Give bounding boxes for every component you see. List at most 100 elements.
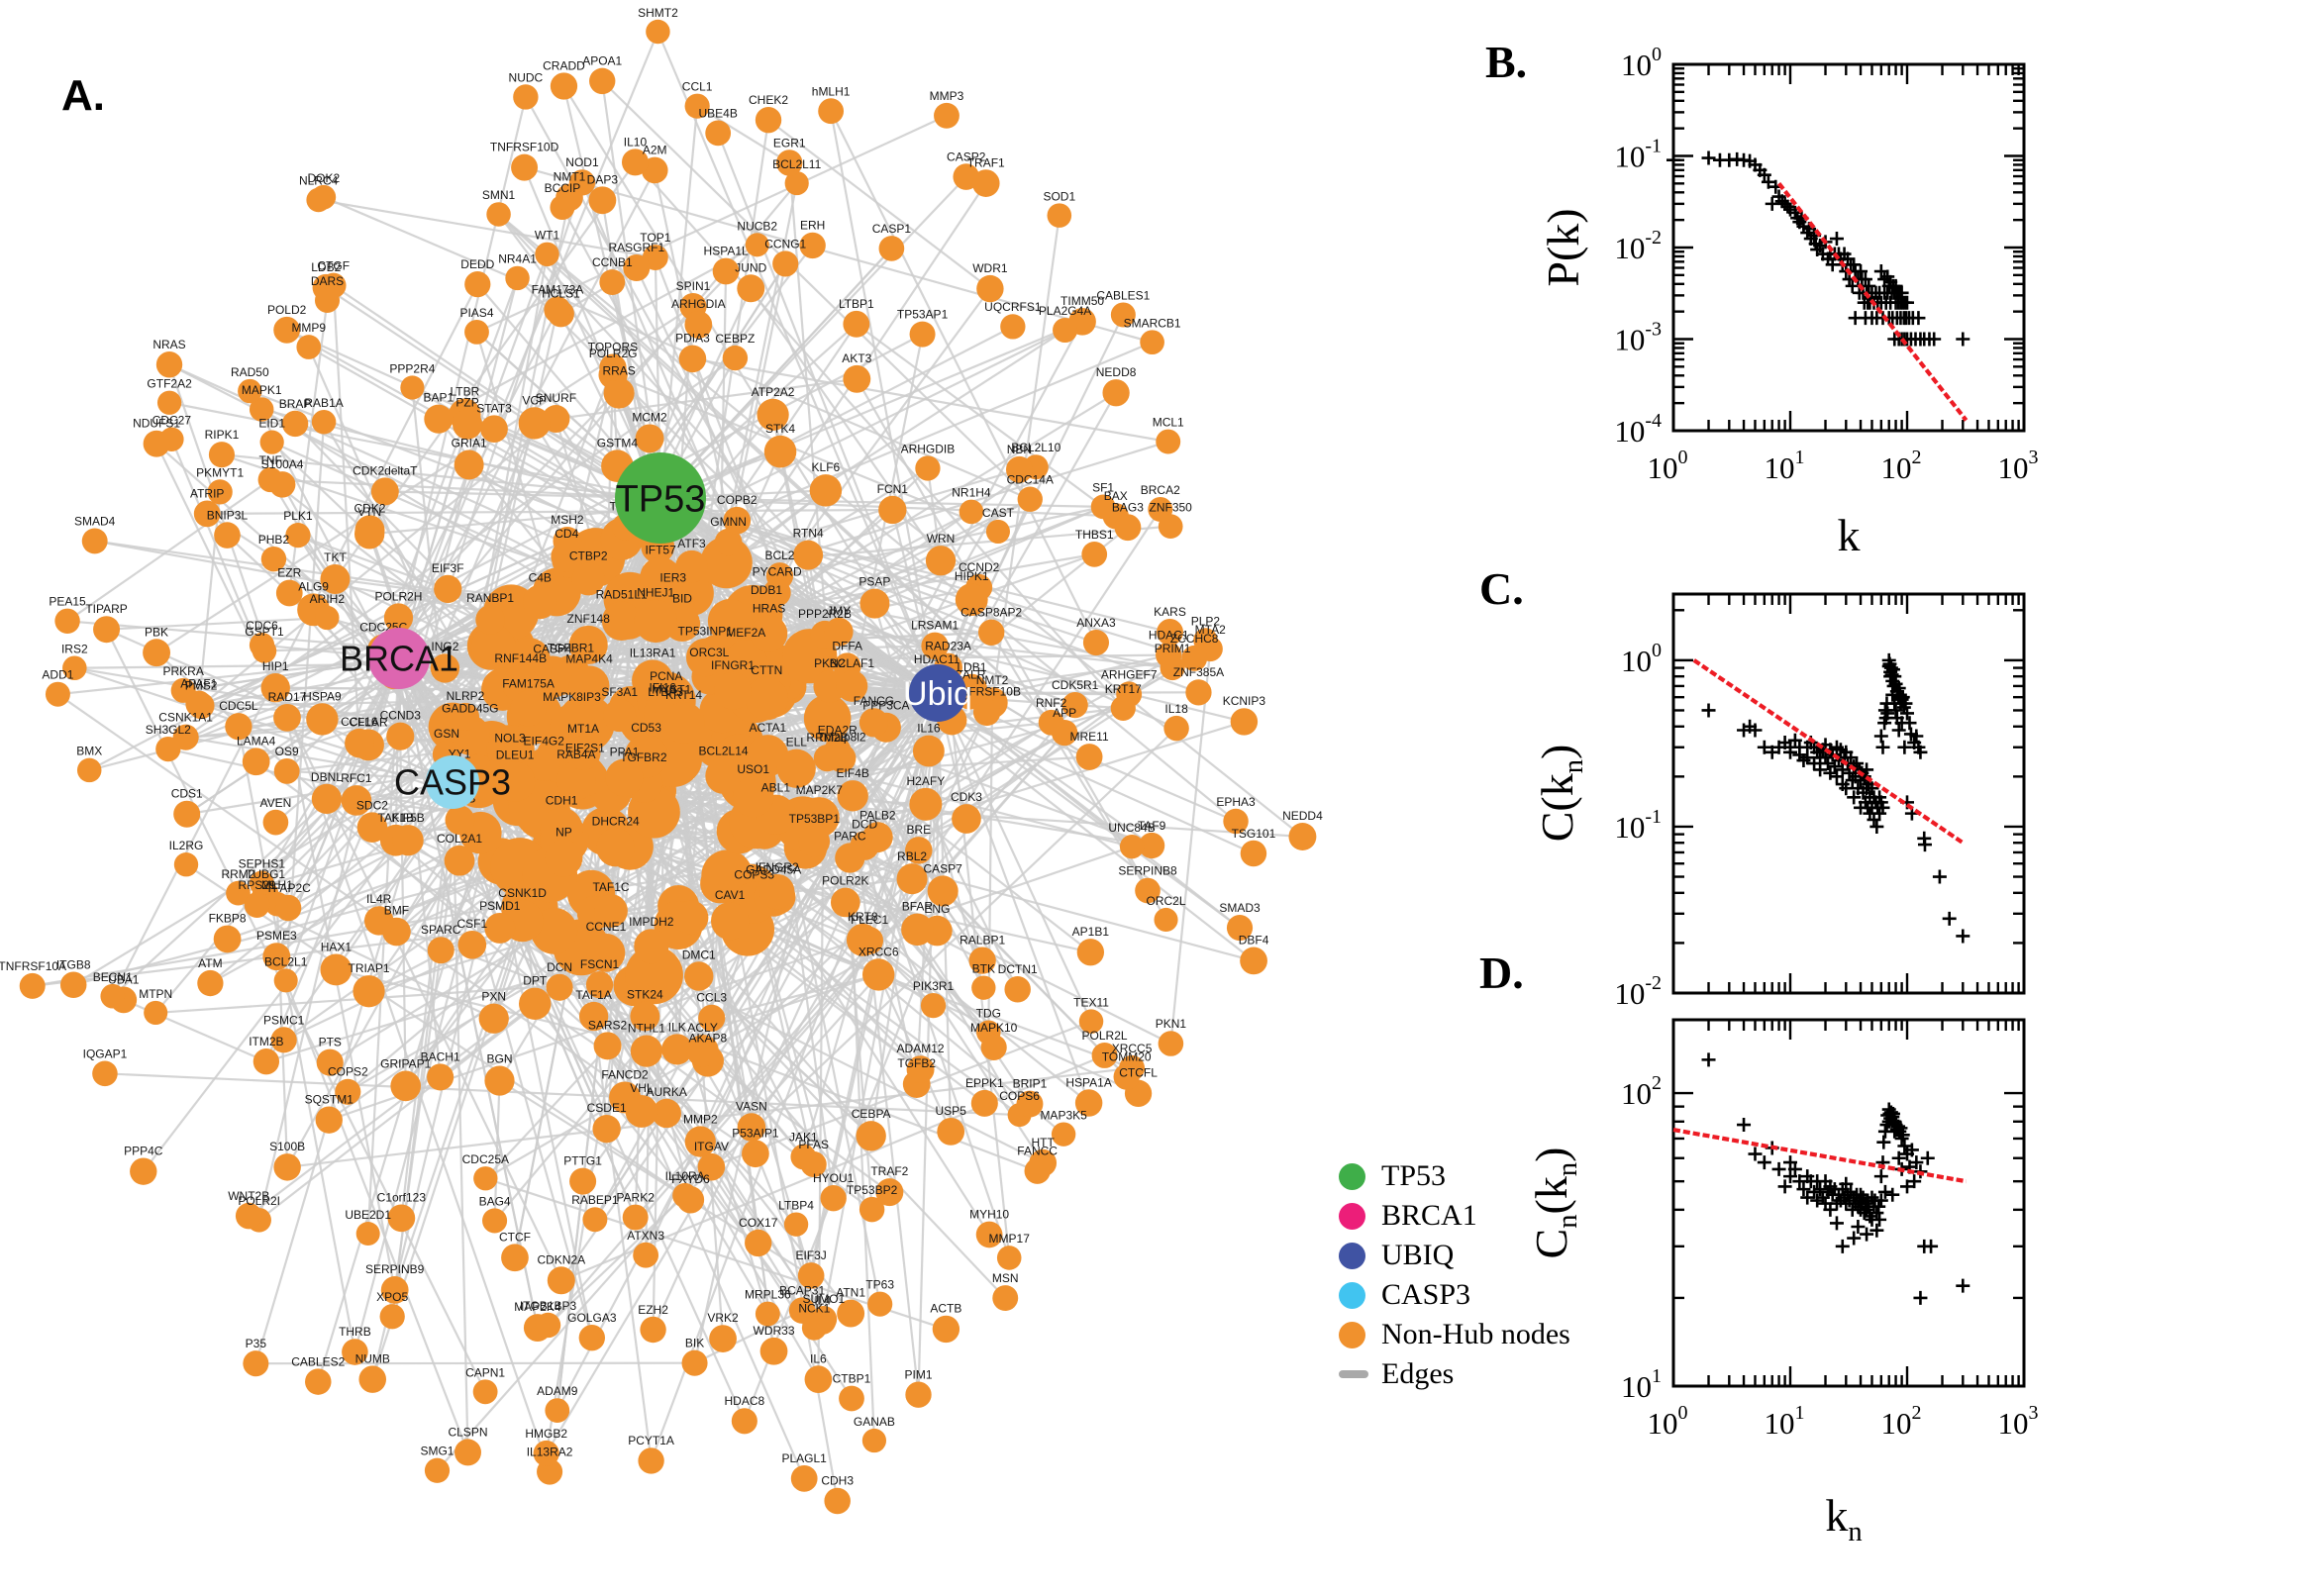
node-label: CABLES1 [1096, 288, 1150, 302]
network-node [835, 843, 865, 873]
network-node [630, 1001, 660, 1032]
node-label: NUDC [509, 70, 544, 84]
node-label: HDAC8 [725, 1394, 765, 1408]
network-node [1000, 314, 1026, 340]
hub-label-casp3: CASP3 [394, 762, 511, 803]
network-node [527, 748, 560, 781]
node-label: CFLAR [349, 715, 388, 729]
node-label: CCNB1 [592, 255, 633, 269]
network-node [621, 149, 649, 176]
network-node [1230, 708, 1259, 736]
network-node [494, 761, 536, 802]
panel-b-label: B. [1485, 37, 1528, 87]
node-label: MSH2 [551, 513, 584, 527]
network-node [912, 735, 945, 767]
network-node [518, 407, 551, 440]
node-label: JAK1 [789, 1131, 818, 1145]
network-node [638, 1447, 664, 1474]
node-label: IL10RA [665, 1169, 705, 1183]
node-label: PIM1 [905, 1368, 933, 1382]
network-node [480, 415, 508, 444]
filler-node [625, 946, 683, 1005]
node-label: TP63 [865, 1278, 894, 1292]
node-label: CDH3 [821, 1474, 854, 1488]
network-node [296, 335, 322, 359]
tick-label: 102 [1621, 1072, 1662, 1111]
hub-label-tp53: TP53 [616, 478, 706, 520]
node-label: BCL2 [764, 549, 794, 562]
node-label: ATXN3 [627, 1229, 664, 1243]
network-node [588, 186, 617, 215]
node-label: APAF1 [180, 677, 217, 691]
network-node [783, 1212, 809, 1237]
node-label: ZNF148 [567, 612, 611, 626]
node-label: BRCA2 [1141, 483, 1180, 497]
network-node [758, 873, 795, 910]
node-label: CEBPA [852, 1107, 891, 1121]
network-node [235, 1202, 262, 1230]
node-label: SEPHS1 [239, 856, 286, 870]
node-label: CCND3 [380, 709, 422, 723]
network-node [684, 961, 714, 991]
network-node [684, 1126, 716, 1157]
node-label: MRE11 [1070, 730, 1109, 744]
node-label: SH3GL2 [146, 723, 191, 737]
node-label: RABEP1 [571, 1193, 619, 1207]
network-node [737, 274, 765, 303]
network-node [93, 616, 121, 644]
node-label: TFAP2C [265, 881, 311, 895]
node-label: DFFA [832, 639, 862, 652]
node-label: USP5 [936, 1104, 967, 1118]
hub-node-brca1 [368, 628, 430, 689]
network-node [268, 471, 296, 498]
node-label: NUCB2 [737, 219, 777, 233]
network-node [684, 311, 713, 339]
network-node [836, 669, 868, 702]
node-label: NR1H4 [952, 486, 991, 500]
network-node [634, 929, 669, 964]
node-label: NUMB [355, 1351, 390, 1365]
network-node [568, 625, 608, 664]
filler-node [673, 900, 709, 936]
network-node [896, 863, 928, 895]
node-label: NOL3 [494, 732, 526, 746]
tick-label: 10-4 [1614, 410, 1662, 449]
network-node [932, 1315, 960, 1344]
node-label: GSN [434, 727, 459, 741]
fit-line [1692, 658, 1965, 845]
node-label: ING2 [431, 640, 458, 653]
panel-a-label: A. [61, 71, 105, 120]
node-label: BACH1 [421, 1049, 460, 1063]
filler-node [707, 598, 753, 644]
node-label: SOD1 [1043, 189, 1075, 203]
network-node [634, 599, 677, 644]
node-label: VRK2 [707, 1311, 739, 1325]
node-label: PMS2 [185, 678, 218, 692]
node-label: IL18 [1164, 702, 1188, 716]
node-label: ELL [786, 736, 808, 749]
node-label: PSMD1 [479, 899, 521, 913]
node-label: IL6 [810, 1351, 827, 1365]
node-label: CDC25A [462, 1152, 509, 1166]
node-label: TIMM50 [1060, 294, 1104, 308]
network-node [19, 972, 46, 999]
node-label: CASP7 [923, 861, 962, 875]
legend: TP53 BRCA1 UBIQ CASP3 Non-Hub nodes Edge… [1339, 1156, 1570, 1394]
network-node [790, 1464, 818, 1492]
network-node [208, 442, 236, 468]
brca1-swatch-icon [1339, 1202, 1365, 1230]
casp3-swatch-icon [1339, 1281, 1365, 1309]
network-node [262, 809, 289, 836]
node-label: TSG101 [1232, 827, 1276, 841]
node-label: POLR2L [1082, 1029, 1128, 1043]
network-node [934, 102, 960, 129]
node-label: TOP1 [640, 231, 670, 245]
node-label: MRPL36 [745, 1288, 791, 1302]
node-label: BECN1 [93, 970, 133, 984]
node-label: BCL2L10 [1011, 441, 1060, 454]
network-node [915, 455, 941, 481]
network-node [813, 745, 842, 772]
network-node [173, 800, 201, 828]
node-label: EDA2R [818, 723, 858, 737]
